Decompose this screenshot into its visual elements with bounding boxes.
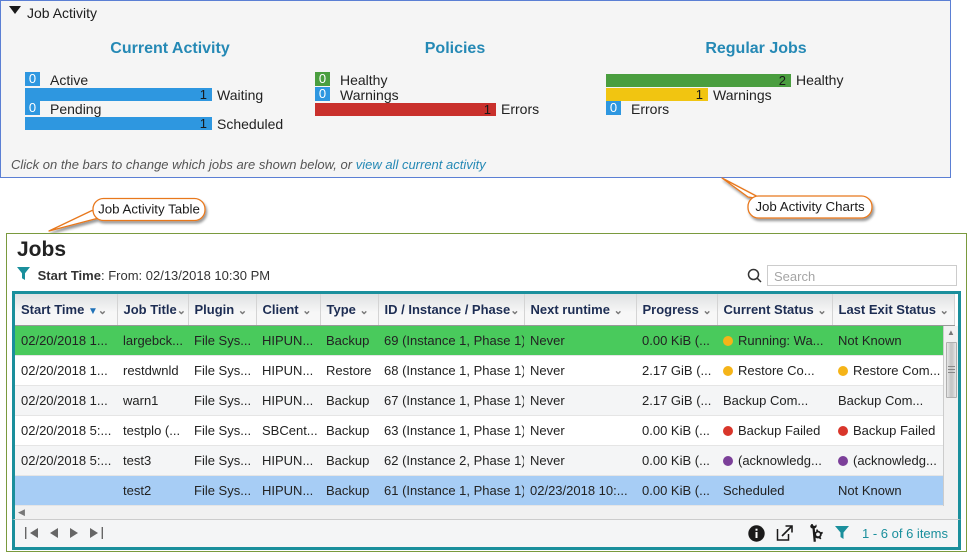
- svg-text:Job Activity Table: Job Activity Table: [98, 202, 200, 217]
- svg-text:Job Activity Charts: Job Activity Charts: [755, 199, 865, 214]
